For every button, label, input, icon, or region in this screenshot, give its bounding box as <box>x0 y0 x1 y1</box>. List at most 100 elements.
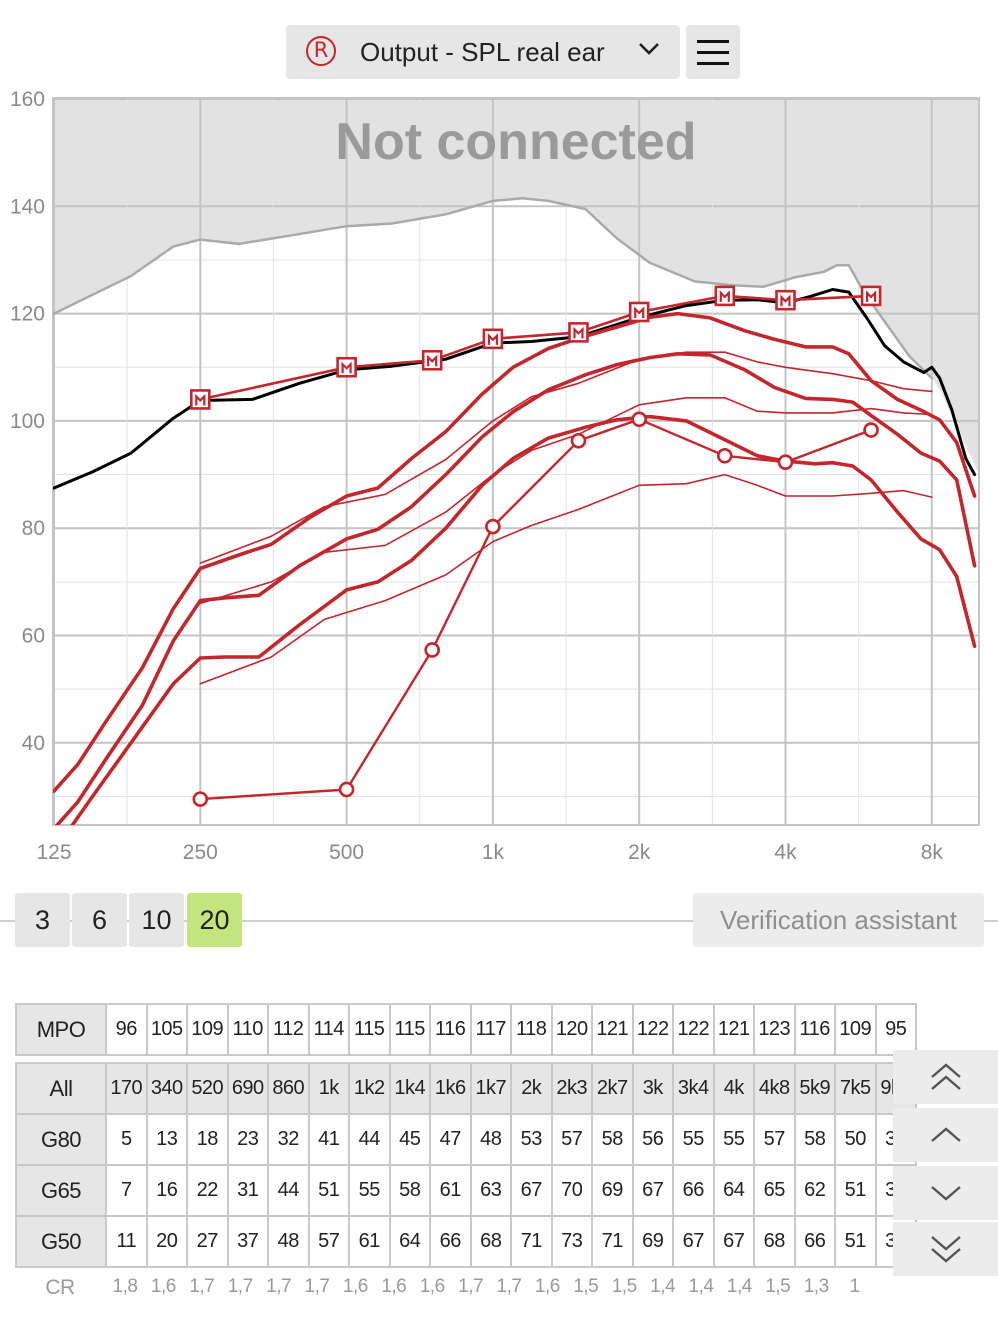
frequency-header[interactable]: 3k <box>631 1062 674 1115</box>
gain-cell[interactable]: 58 <box>793 1113 836 1166</box>
mpo-cell[interactable]: 121 <box>591 1003 634 1056</box>
gain-cell[interactable]: 68 <box>753 1215 796 1268</box>
frequency-header[interactable]: 2k7 <box>591 1062 634 1115</box>
gain-row-label[interactable]: G65 <box>15 1164 107 1217</box>
gain-cell[interactable]: 71 <box>591 1215 634 1268</box>
gain-cell[interactable]: 22 <box>186 1164 229 1217</box>
gain-cell[interactable]: 63 <box>469 1164 512 1217</box>
frequency-header[interactable]: 1k7 <box>469 1062 512 1115</box>
gain-cell[interactable]: 32 <box>267 1113 310 1166</box>
gain-cell[interactable]: 70 <box>550 1164 593 1217</box>
mpo-cell[interactable]: 122 <box>631 1003 674 1056</box>
gain-cell[interactable]: 61 <box>429 1164 472 1217</box>
gain-cell[interactable]: 55 <box>712 1113 755 1166</box>
frequency-header[interactable]: 3k4 <box>672 1062 715 1115</box>
mpo-cell[interactable]: 112 <box>267 1003 310 1056</box>
gain-cell[interactable]: 18 <box>186 1113 229 1166</box>
range-button-10[interactable]: 10 <box>129 893 184 947</box>
mpo-cell[interactable]: 116 <box>793 1003 836 1056</box>
mpo-cell[interactable]: 114 <box>307 1003 350 1056</box>
frequency-header[interactable]: 1k2 <box>348 1062 391 1115</box>
gain-cell[interactable]: 57 <box>753 1113 796 1166</box>
hamburger-menu-button[interactable] <box>686 25 740 79</box>
gain-cell[interactable]: 67 <box>712 1215 755 1268</box>
gain-cell[interactable]: 48 <box>469 1113 512 1166</box>
frequency-header[interactable]: 7k5 <box>834 1062 877 1115</box>
range-button-20[interactable]: 20 <box>187 893 242 947</box>
scroll-down-button[interactable] <box>893 1166 998 1220</box>
gain-cell[interactable]: 64 <box>388 1215 431 1268</box>
mpo-cell[interactable]: 122 <box>672 1003 715 1056</box>
gain-row-label[interactable]: G80 <box>15 1113 107 1166</box>
range-button-3[interactable]: 3 <box>15 893 70 947</box>
scroll-up-button[interactable] <box>893 1108 998 1162</box>
gain-cell[interactable]: 51 <box>834 1215 877 1268</box>
frequency-header[interactable]: 2k <box>510 1062 553 1115</box>
scroll-top-button[interactable] <box>893 1050 998 1104</box>
gain-cell[interactable]: 41 <box>307 1113 350 1166</box>
frequency-header[interactable]: 4k <box>712 1062 755 1115</box>
gain-cell[interactable]: 51 <box>307 1164 350 1217</box>
gain-cell[interactable]: 58 <box>388 1164 431 1217</box>
gain-cell[interactable]: 62 <box>793 1164 836 1217</box>
frequency-header[interactable]: 1k6 <box>429 1062 472 1115</box>
gain-cell[interactable]: 44 <box>267 1164 310 1217</box>
all-channels-label[interactable]: All <box>15 1062 107 1115</box>
gain-cell[interactable]: 64 <box>712 1164 755 1217</box>
frequency-header[interactable]: 860 <box>267 1062 310 1115</box>
gain-cell[interactable]: 73 <box>550 1215 593 1268</box>
gain-cell[interactable]: 51 <box>834 1164 877 1217</box>
gain-cell[interactable]: 71 <box>510 1215 553 1268</box>
gain-cell[interactable]: 56 <box>631 1113 674 1166</box>
mpo-cell[interactable]: 109 <box>186 1003 229 1056</box>
frequency-header[interactable]: 4k8 <box>753 1062 796 1115</box>
gain-cell[interactable]: 66 <box>672 1164 715 1217</box>
gain-cell[interactable]: 31 <box>226 1164 269 1217</box>
mpo-cell[interactable]: 118 <box>510 1003 553 1056</box>
gain-cell[interactable]: 55 <box>348 1164 391 1217</box>
gain-cell[interactable]: 16 <box>145 1164 188 1217</box>
gain-cell[interactable]: 69 <box>631 1215 674 1268</box>
gain-cell[interactable]: 67 <box>631 1164 674 1217</box>
gain-cell[interactable]: 13 <box>145 1113 188 1166</box>
gain-cell[interactable]: 67 <box>672 1215 715 1268</box>
frequency-header[interactable]: 1k <box>307 1062 350 1115</box>
mpo-cell[interactable]: 115 <box>388 1003 431 1056</box>
mpo-cell[interactable]: 110 <box>226 1003 269 1056</box>
frequency-header[interactable]: 690 <box>226 1062 269 1115</box>
gain-cell[interactable]: 37 <box>226 1215 269 1268</box>
frequency-header[interactable]: 2k3 <box>550 1062 593 1115</box>
gain-cell[interactable]: 27 <box>186 1215 229 1268</box>
gain-row-label[interactable]: G50 <box>15 1215 107 1268</box>
gain-cell[interactable]: 57 <box>550 1113 593 1166</box>
gain-cell[interactable]: 55 <box>672 1113 715 1166</box>
gain-cell[interactable]: 11 <box>105 1215 148 1268</box>
gain-cell[interactable]: 68 <box>469 1215 512 1268</box>
frequency-header[interactable]: 170 <box>105 1062 148 1115</box>
frequency-header[interactable]: 5k9 <box>793 1062 836 1115</box>
scroll-bottom-button[interactable] <box>893 1222 998 1276</box>
mpo-cell[interactable]: 121 <box>712 1003 755 1056</box>
gain-cell[interactable]: 53 <box>510 1113 553 1166</box>
gain-cell[interactable]: 61 <box>348 1215 391 1268</box>
mpo-cell[interactable]: 123 <box>753 1003 796 1056</box>
verification-assistant-button[interactable]: Verification assistant <box>693 893 984 947</box>
mpo-cell[interactable]: 116 <box>429 1003 472 1056</box>
mpo-cell[interactable]: 105 <box>145 1003 188 1056</box>
frequency-header[interactable]: 1k4 <box>388 1062 431 1115</box>
gain-cell[interactable]: 66 <box>793 1215 836 1268</box>
gain-cell[interactable]: 7 <box>105 1164 148 1217</box>
gain-cell[interactable]: 50 <box>834 1113 877 1166</box>
gain-cell[interactable]: 23 <box>226 1113 269 1166</box>
gain-cell[interactable]: 69 <box>591 1164 634 1217</box>
gain-cell[interactable]: 44 <box>348 1113 391 1166</box>
gain-cell[interactable]: 57 <box>307 1215 350 1268</box>
mpo-cell[interactable]: 115 <box>348 1003 391 1056</box>
gain-cell[interactable]: 67 <box>510 1164 553 1217</box>
gain-cell[interactable]: 45 <box>388 1113 431 1166</box>
mpo-cell[interactable]: 120 <box>550 1003 593 1056</box>
gain-cell[interactable]: 65 <box>753 1164 796 1217</box>
mpo-cell[interactable]: 117 <box>469 1003 512 1056</box>
gain-cell[interactable]: 47 <box>429 1113 472 1166</box>
frequency-header[interactable]: 340 <box>145 1062 188 1115</box>
